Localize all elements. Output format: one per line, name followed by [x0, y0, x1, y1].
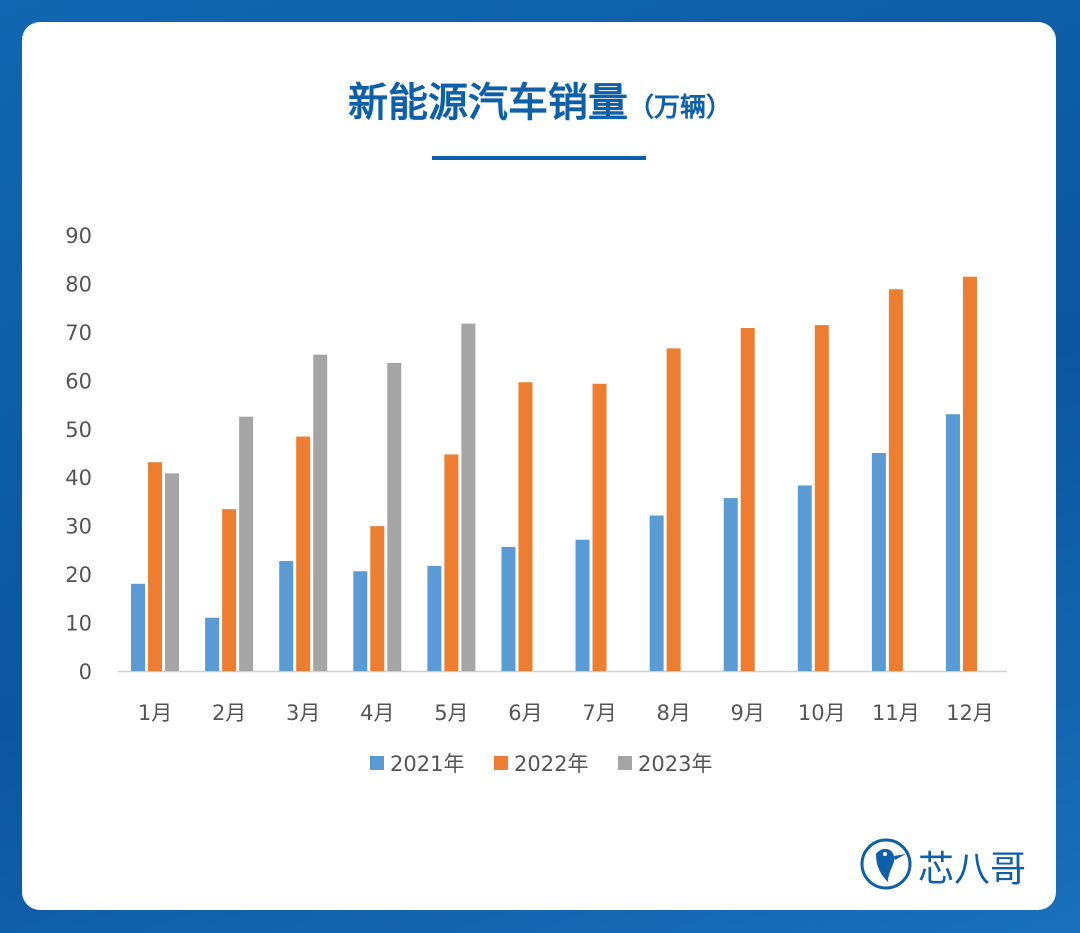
x-tick-label: 11月 [872, 701, 920, 725]
x-tick-label: 10月 [798, 701, 846, 725]
bar-2023年-2月 [239, 416, 254, 671]
bar-2022年-3月 [296, 436, 311, 671]
x-tick-label: 6月 [508, 701, 542, 725]
bar-2022年-6月 [518, 382, 533, 671]
bar-2022年-10月 [814, 325, 829, 671]
y-tick-label: 80 [65, 272, 92, 296]
x-tick-label: 8月 [656, 701, 690, 725]
y-tick-label: 90 [65, 224, 92, 248]
legend-label-2022年: 2022年 [514, 752, 588, 776]
x-tick-label: 12月 [946, 701, 994, 725]
brand-name: 芯八哥 [918, 849, 1027, 890]
x-tick-label: 9月 [731, 701, 765, 725]
y-tick-label: 70 [65, 321, 92, 345]
legend-swatch-2023年 [618, 756, 632, 770]
bar-2022年-12月 [962, 276, 977, 671]
bar-2021年-6月 [501, 546, 516, 671]
bar-2022年-5月 [444, 454, 459, 671]
bar-2021年-1月 [131, 583, 146, 671]
bar-2021年-3月 [279, 561, 294, 671]
bar-2021年-5月 [427, 565, 442, 671]
kingfisher-logo-icon [860, 838, 912, 890]
x-tick-label: 2月 [212, 701, 246, 725]
bar-2022年-4月 [370, 526, 385, 671]
bar-2021年-12月 [945, 414, 960, 671]
y-tick-label: 20 [65, 563, 92, 587]
bar-2021年-2月 [205, 617, 220, 671]
bar-2021年-9月 [723, 498, 738, 671]
legend-swatch-2021年 [370, 756, 384, 770]
chart-title-unit: （万辆） [627, 93, 732, 123]
bar-2021年-4月 [353, 571, 368, 671]
y-tick-label: 60 [65, 369, 92, 393]
y-tick-label: 50 [65, 418, 92, 442]
y-tick-label: 10 [65, 612, 92, 636]
bar-2023年-5月 [461, 323, 476, 671]
bar-2021年-10月 [797, 485, 812, 671]
bar-2021年-11月 [871, 453, 886, 671]
brand-logo: 芯八哥 [858, 832, 1038, 896]
y-tick-label: 40 [65, 466, 92, 490]
bar-2021年-8月 [649, 515, 664, 671]
chart-title-main: 新能源汽车销量 [347, 80, 628, 126]
legend-swatch-2022年 [494, 756, 508, 770]
bar-2023年-1月 [165, 473, 180, 671]
y-tick-label: 30 [65, 515, 92, 539]
x-tick-label: 1月 [138, 701, 172, 725]
x-tick-label: 5月 [434, 701, 468, 725]
title-underline [432, 156, 646, 160]
legend-label-2023年: 2023年 [638, 752, 712, 776]
bar-2022年-9月 [740, 328, 755, 671]
bar-2022年-1月 [148, 462, 163, 671]
bar-2022年-2月 [222, 509, 237, 671]
chart-title: 新能源汽车销量（万辆） [0, 70, 1080, 128]
legend-label-2021年: 2021年 [390, 752, 464, 776]
x-tick-label: 7月 [582, 701, 616, 725]
bar-2022年-8月 [666, 348, 681, 671]
x-tick-label: 4月 [360, 701, 394, 725]
bar-2022年-11月 [888, 289, 903, 671]
bar-2023年-4月 [387, 362, 402, 671]
bar-2021年-7月 [575, 539, 590, 671]
x-tick-label: 3月 [286, 701, 320, 725]
y-tick-label: 0 [79, 660, 92, 684]
bar-2023年-3月 [313, 354, 328, 671]
bar-2022年-7月 [592, 383, 607, 671]
